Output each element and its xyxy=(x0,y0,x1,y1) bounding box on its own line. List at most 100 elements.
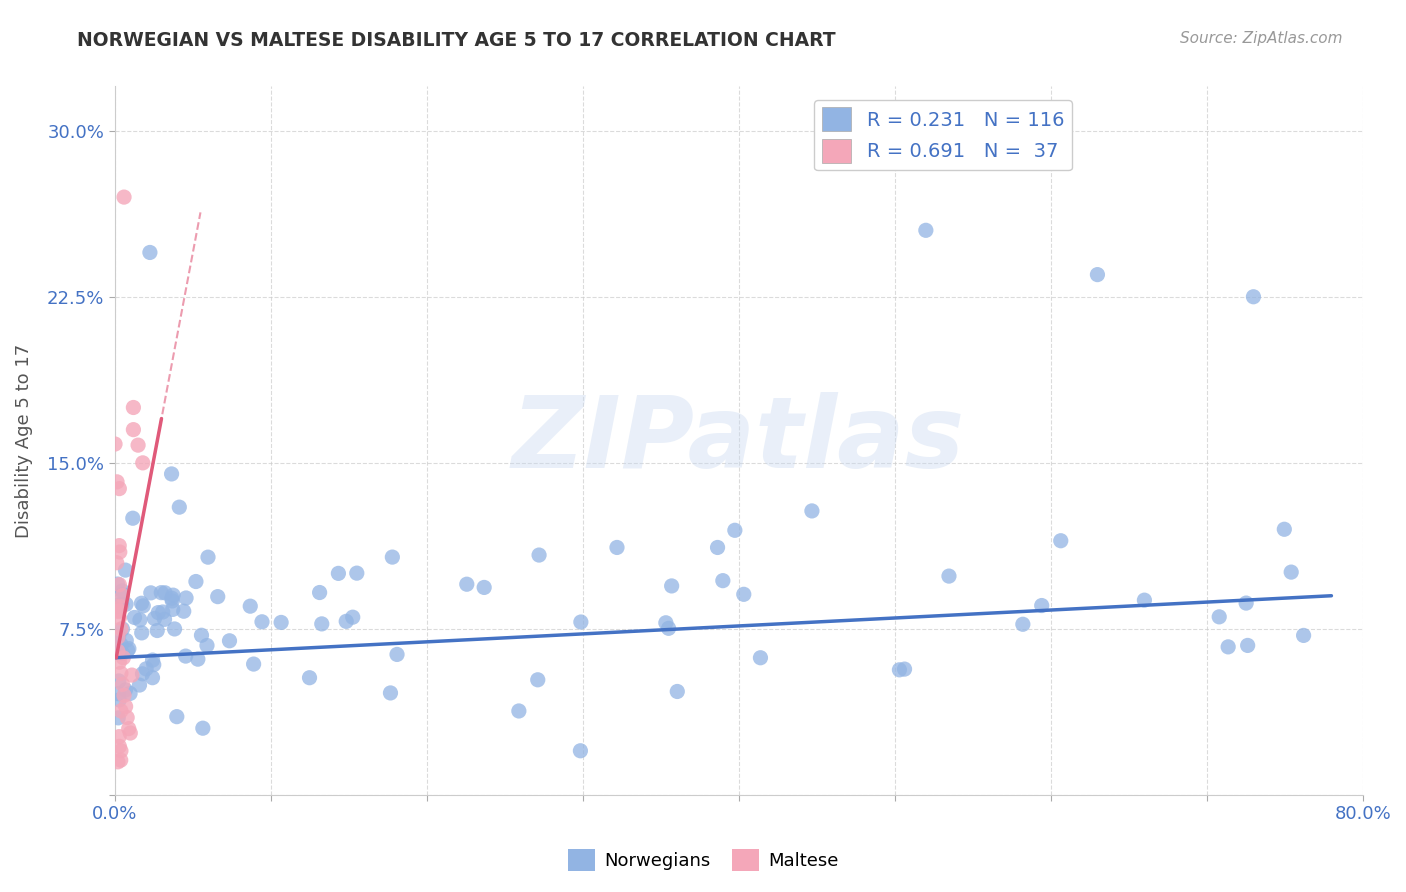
Point xyxy=(1236,639,1258,653)
Point xyxy=(152,605,174,619)
Point xyxy=(162,588,184,602)
Point xyxy=(108,693,131,707)
Point xyxy=(655,615,678,630)
Point xyxy=(110,599,132,614)
Point xyxy=(1031,599,1053,613)
Point xyxy=(110,744,132,758)
Point xyxy=(1208,610,1230,624)
Point xyxy=(120,726,142,740)
Point xyxy=(108,604,131,618)
Point xyxy=(162,602,184,616)
Point xyxy=(108,655,131,669)
Point xyxy=(169,500,191,515)
Point xyxy=(143,611,166,625)
Point xyxy=(111,598,134,612)
Point xyxy=(121,511,143,525)
Point xyxy=(115,597,138,611)
Point xyxy=(111,677,134,691)
Point xyxy=(108,673,131,688)
Point xyxy=(800,504,823,518)
Point xyxy=(190,628,212,642)
Point xyxy=(1241,290,1264,304)
Legend: R = 0.231   N = 116, R = 0.691   N =  37: R = 0.231 N = 116, R = 0.691 N = 37 xyxy=(814,100,1073,170)
Point xyxy=(207,590,229,604)
Point xyxy=(218,633,240,648)
Point xyxy=(108,611,131,625)
Point xyxy=(114,563,136,577)
Point xyxy=(184,574,207,589)
Point xyxy=(142,657,165,672)
Point xyxy=(242,657,264,671)
Text: NORWEGIAN VS MALTESE DISABILITY AGE 5 TO 17 CORRELATION CHART: NORWEGIAN VS MALTESE DISABILITY AGE 5 TO… xyxy=(77,31,837,50)
Point xyxy=(107,630,129,644)
Point xyxy=(118,641,141,656)
Point xyxy=(107,687,129,701)
Point xyxy=(335,615,357,629)
Point xyxy=(107,577,129,591)
Point xyxy=(160,591,183,606)
Point xyxy=(115,710,138,724)
Point xyxy=(105,475,128,489)
Point xyxy=(131,596,153,610)
Point xyxy=(163,622,186,636)
Point xyxy=(108,539,131,553)
Point xyxy=(108,482,131,496)
Point xyxy=(174,649,197,664)
Point xyxy=(889,663,911,677)
Point xyxy=(112,689,135,703)
Point xyxy=(112,190,135,204)
Point xyxy=(658,621,681,635)
Y-axis label: Disability Age 5 to 17: Disability Age 5 to 17 xyxy=(15,343,32,538)
Point xyxy=(197,550,219,565)
Point xyxy=(191,721,214,735)
Point xyxy=(724,524,747,538)
Point xyxy=(150,585,173,599)
Text: Source: ZipAtlas.com: Source: ZipAtlas.com xyxy=(1180,31,1343,46)
Point xyxy=(195,639,218,653)
Point xyxy=(938,569,960,583)
Point xyxy=(129,613,152,627)
Point xyxy=(122,401,145,415)
Point xyxy=(141,671,163,685)
Point xyxy=(135,662,157,676)
Point xyxy=(569,744,592,758)
Point xyxy=(111,646,134,660)
Point xyxy=(1218,640,1240,654)
Point xyxy=(456,577,478,591)
Point xyxy=(749,650,772,665)
Point xyxy=(131,666,153,681)
Point xyxy=(112,650,135,665)
Point xyxy=(107,605,129,619)
Point xyxy=(706,541,728,555)
Point xyxy=(107,629,129,643)
Point xyxy=(132,456,155,470)
Point xyxy=(311,616,333,631)
Point xyxy=(893,662,915,676)
Point xyxy=(569,615,592,629)
Point xyxy=(328,566,350,581)
Point xyxy=(104,636,127,650)
Point xyxy=(107,599,129,613)
Point xyxy=(110,704,132,718)
Point xyxy=(166,709,188,723)
Point xyxy=(139,586,162,600)
Point xyxy=(139,245,162,260)
Point xyxy=(1011,617,1033,632)
Point xyxy=(308,585,330,599)
Point xyxy=(508,704,530,718)
Point xyxy=(108,545,131,559)
Point xyxy=(146,624,169,638)
Point xyxy=(162,594,184,608)
Point xyxy=(104,599,127,614)
Point xyxy=(114,699,136,714)
Legend: Norwegians, Maltese: Norwegians, Maltese xyxy=(561,842,845,879)
Point xyxy=(117,643,139,657)
Point xyxy=(1049,533,1071,548)
Point xyxy=(108,739,131,754)
Point xyxy=(711,574,734,588)
Point xyxy=(1133,593,1156,607)
Point xyxy=(1279,565,1302,579)
Point xyxy=(111,587,134,601)
Point xyxy=(107,644,129,658)
Point xyxy=(733,587,755,601)
